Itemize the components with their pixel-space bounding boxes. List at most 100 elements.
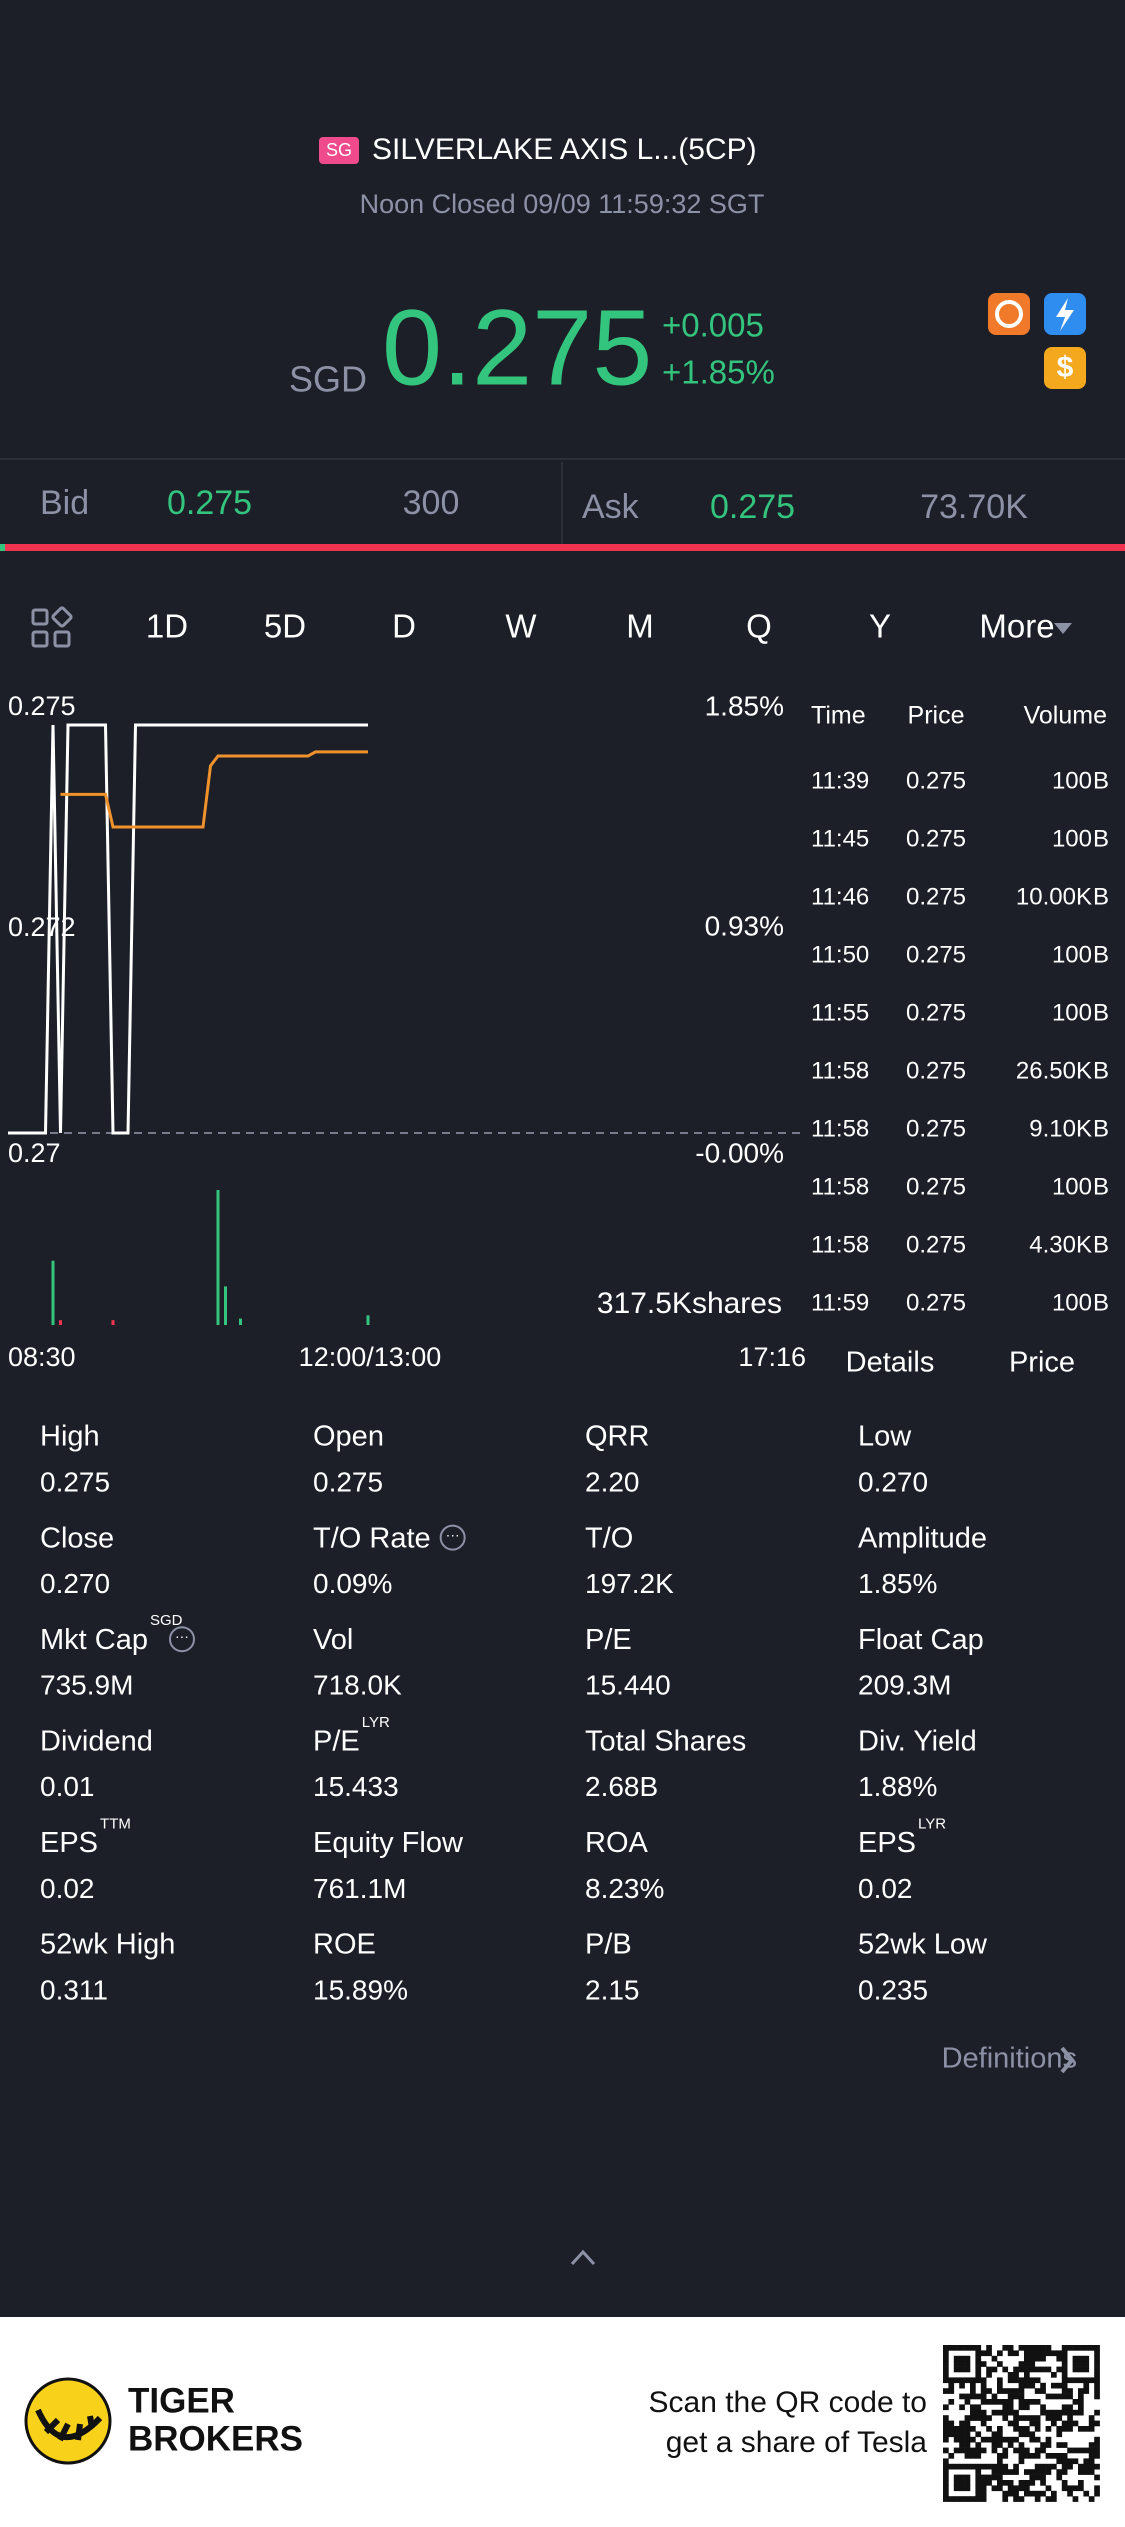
qr-cell [980, 2409, 987, 2416]
qr-cell [1051, 2409, 1057, 2416]
qr-cell [1024, 2345, 1030, 2351]
detail-value: 0.01 [40, 1771, 95, 1802]
period-tab[interactable]: W [505, 608, 537, 645]
qr-cell [975, 2480, 982, 2486]
qr-cell [1061, 2350, 1068, 2357]
info-icon[interactable] [168, 1626, 195, 1653]
definitions-link[interactable]: Definitions [942, 2043, 1077, 2075]
side-tab[interactable]: Price [1009, 1347, 1075, 1379]
qr-cell [1051, 2393, 1057, 2400]
icon[interactable] [1044, 347, 1086, 389]
qr-cell [980, 2382, 987, 2389]
qr-cell [943, 2388, 949, 2394]
qr-cell [1034, 2377, 1041, 2384]
qr-cell [1018, 2426, 1025, 2432]
detail-label: ROE [313, 1929, 376, 1961]
qr-cell [1045, 2442, 1052, 2448]
qr-cell [1094, 2474, 1100, 2481]
qr-cell [1094, 2453, 1100, 2459]
qr-cell [980, 2399, 987, 2405]
icon[interactable] [988, 293, 1030, 335]
qr-cell [1088, 2415, 1095, 2421]
qr-cell [1083, 2490, 1090, 2497]
qr-cell [1029, 2361, 1036, 2367]
trade-volume: 100 [1052, 825, 1092, 852]
qr-cell [943, 2420, 949, 2427]
qr-cell [1094, 2409, 1100, 2416]
period-tab[interactable]: 1D [146, 608, 188, 645]
qr-cell [964, 2399, 971, 2405]
qr-cell [1067, 2409, 1073, 2416]
qr-cell [1051, 2420, 1057, 2427]
detail-label: High [40, 1421, 100, 1453]
qr-cell [980, 2361, 987, 2367]
qr-cell [943, 2377, 949, 2384]
qr-cell [1045, 2350, 1052, 2357]
layout-icon[interactable] [31, 606, 73, 648]
qr-cell [948, 2431, 955, 2438]
qr-cell [1013, 2447, 1019, 2454]
period-tab[interactable]: M [626, 608, 654, 645]
qr-cell [1013, 2350, 1019, 2357]
qr-cell [975, 2447, 982, 2454]
qr-cell [980, 2480, 987, 2486]
qr-cell [1013, 2436, 1019, 2443]
qr-cell [964, 2361, 971, 2367]
qr-cell [1029, 2345, 1036, 2351]
qr-cell [997, 2431, 1003, 2438]
side-tab[interactable]: Details [846, 1347, 935, 1379]
detail-label: QRR [585, 1421, 649, 1453]
qr-cell [1018, 2366, 1025, 2373]
bid-price: 0.275 [167, 484, 252, 522]
detail-value: 15.433 [313, 1771, 399, 1802]
qr-cell [1040, 2474, 1046, 2481]
detail-value: 197.2K [585, 1568, 674, 1599]
qr-cell [1078, 2377, 1084, 2384]
qr-cell [1078, 2393, 1084, 2400]
qr-cell [1045, 2463, 1052, 2470]
qr-cell [964, 2474, 971, 2481]
qr-cell [1002, 2366, 1009, 2373]
qr-cell [1094, 2377, 1100, 2384]
icon-glyph [1056, 298, 1074, 331]
qr-cell [959, 2447, 965, 2454]
qr-cell [943, 2431, 949, 2438]
period-tab[interactable]: Y [869, 608, 891, 645]
expand-arrow[interactable] [570, 2249, 596, 2266]
qr-cell [997, 2426, 1003, 2432]
trade-volume: 100 [1052, 941, 1092, 968]
period-tab[interactable]: 5D [264, 608, 306, 645]
qr-cell [1024, 2431, 1030, 2438]
qr-cell [991, 2366, 998, 2373]
qr-cell [1024, 2453, 1030, 2459]
period-tab[interactable]: D [392, 608, 416, 645]
qr-cell [1078, 2399, 1084, 2405]
qr-cell [959, 2377, 965, 2384]
qr-code[interactable] [943, 2345, 1100, 2502]
qr-cell [959, 2463, 965, 2470]
detail-value: 1.85% [858, 1568, 937, 1599]
qr-cell [1040, 2442, 1046, 2448]
qr-cell [953, 2496, 960, 2502]
qr-cell [959, 2485, 965, 2492]
detail-value: 2.15 [585, 1974, 640, 2005]
qr-cell [1034, 2350, 1041, 2357]
detail-value: 735.9M [40, 1670, 133, 1701]
info-icon[interactable] [439, 1524, 466, 1551]
detail-value: 718.0K [313, 1670, 402, 1701]
qr-cell [953, 2426, 960, 2432]
icons[interactable]: $ [988, 293, 1086, 389]
period-tab[interactable]: Q [746, 608, 772, 645]
qr-cell [970, 2426, 976, 2432]
qr-cell [953, 2431, 960, 2438]
stock-title[interactable]: SILVERLAKE AXIS L...(5CP) [372, 133, 757, 166]
qr-cell [1045, 2485, 1052, 2492]
qr-cell [948, 2399, 955, 2405]
qr-cell [1094, 2355, 1100, 2362]
qr-cell [970, 2377, 976, 2384]
qr-cell [1088, 2377, 1095, 2384]
qr-cell [1013, 2496, 1019, 2502]
qr-cell [991, 2399, 998, 2405]
chevron [1060, 2046, 1075, 2074]
period-tab[interactable]: More [979, 608, 1054, 645]
